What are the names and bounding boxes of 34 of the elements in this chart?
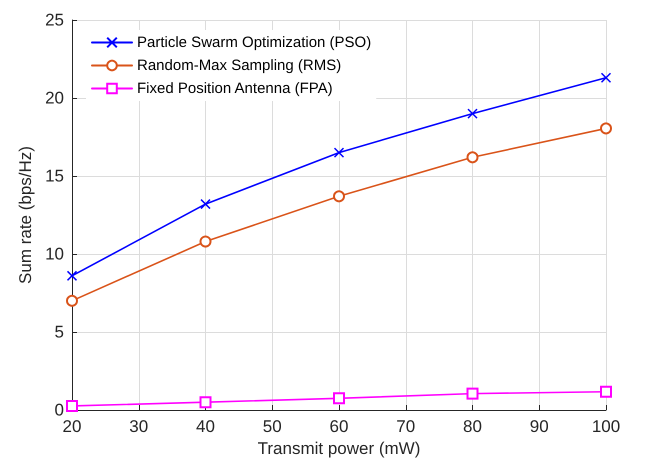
x-tick-label: 80 (463, 417, 482, 436)
point (200, 236, 212, 248)
point (333, 392, 345, 404)
y-tick-label: 25 (45, 10, 64, 30)
point (600, 122, 612, 134)
x-tick-label: 60 (330, 417, 348, 436)
y-tick-label: 0 (54, 400, 64, 420)
y-axis-title: Sum rate (bps/Hz) (16, 146, 36, 284)
x-tick-label: 70 (396, 417, 416, 436)
point (333, 190, 345, 202)
x-tick-label: 90 (530, 417, 549, 436)
legend-label: Particle Swarm Optimization (PSO) (137, 34, 372, 51)
y-tick-label: 20 (45, 88, 64, 108)
point (466, 151, 478, 164)
point (467, 108, 478, 119)
point (334, 147, 344, 158)
point (200, 198, 211, 210)
y-tick-label: 5 (54, 322, 64, 342)
x-tick-label: 40 (196, 417, 215, 436)
point (66, 270, 78, 282)
y-tick-label: 10 (45, 244, 64, 264)
point (200, 396, 212, 408)
point (466, 388, 478, 400)
legend-label: Random-Max Sampling (RMS) (137, 57, 342, 74)
point (66, 294, 78, 307)
x-tick-label: 100 (592, 417, 620, 436)
point (600, 72, 612, 83)
point (600, 386, 612, 398)
y-tick-label: 15 (45, 166, 64, 186)
x-tick-label: 30 (129, 417, 148, 436)
legend-label: Fixed Position Antenna (FPA) (137, 80, 333, 97)
x-tick-label: 50 (262, 417, 282, 436)
point (66, 400, 78, 412)
x-axis-title: Transmit power (mW) (258, 439, 420, 458)
